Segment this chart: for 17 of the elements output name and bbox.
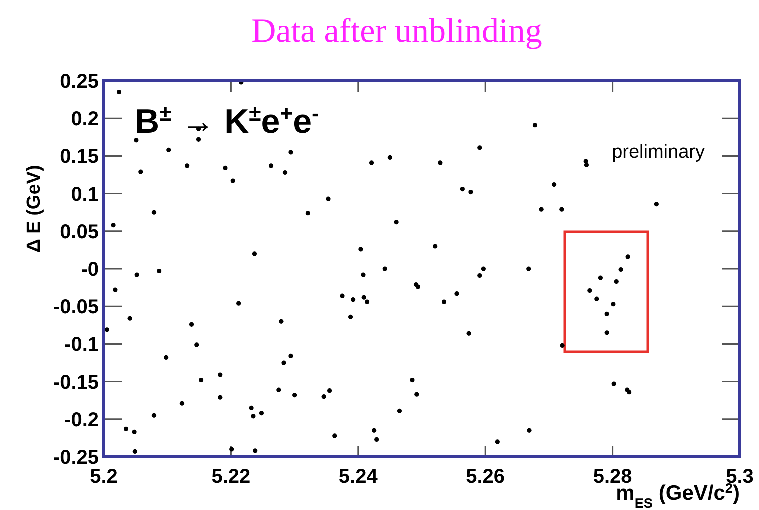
x-tick-label: 5.2 <box>90 466 118 488</box>
y-tick-label: 0.2 <box>71 108 99 131</box>
x-tick-label: 5.22 <box>212 466 251 488</box>
y-tick-label: 0.15 <box>60 146 99 168</box>
y-tick-label: -0.25 <box>53 447 99 469</box>
y-tick-label: -0.2 <box>64 409 99 432</box>
y-tick-label: 0.25 <box>60 71 99 93</box>
y-tick-label: -0.1 <box>64 334 99 356</box>
y-tick-label: 0.1 <box>71 184 99 206</box>
y-tick-label: -0.05 <box>53 296 99 319</box>
x-tick-label: 5.24 <box>338 466 379 488</box>
y-tick-label: -0.15 <box>53 372 99 394</box>
y-tick-label: -0 <box>81 259 99 281</box>
chart-title: Data after unblinding <box>252 13 542 50</box>
x-tick-label: 5.26 <box>466 466 506 488</box>
y-axis-title: Δ E (GeV) <box>24 165 45 253</box>
y-tick-label: 0.05 <box>60 221 99 244</box>
